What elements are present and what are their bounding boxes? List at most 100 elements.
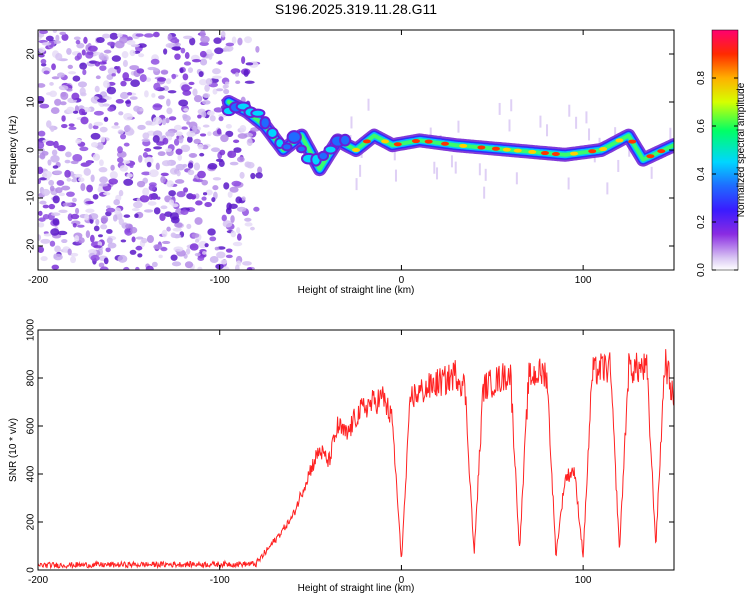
noise-speck <box>116 33 123 38</box>
noise-speck <box>200 35 210 44</box>
noise-speck <box>111 125 121 129</box>
ridge-hotspot <box>628 139 637 144</box>
noise-speck <box>148 182 157 187</box>
ridge-hotspot <box>615 138 624 143</box>
noise-speck <box>145 265 154 270</box>
colorbar-ticks: 0.0 0.2 0.4 0.6 0.8 <box>696 71 738 277</box>
noise-speck <box>166 98 171 107</box>
noise-speck <box>46 120 52 128</box>
noise-speck <box>359 164 362 177</box>
noise-speck <box>106 86 117 95</box>
noise-speck <box>144 156 154 165</box>
noise-speck <box>227 191 233 198</box>
noise-speck <box>90 142 99 148</box>
noise-speck <box>156 141 165 146</box>
noise-speck <box>99 176 108 184</box>
noise-speck <box>202 124 210 128</box>
noise-speck <box>183 187 189 193</box>
noise-speck <box>53 140 59 149</box>
noise-speck <box>350 116 353 129</box>
noise-speck <box>190 195 196 200</box>
noise-speck <box>99 126 108 133</box>
noise-speck <box>41 42 52 46</box>
noise-speck <box>102 33 111 39</box>
noise-speck <box>85 51 94 59</box>
noise-speck <box>191 59 202 63</box>
noise-speck <box>39 177 47 181</box>
noise-speck <box>135 236 144 240</box>
noise-speck <box>450 155 453 168</box>
noise-speck <box>150 58 160 65</box>
noise-speck <box>108 178 118 185</box>
noise-speck <box>84 213 90 221</box>
noise-speck <box>236 206 247 212</box>
noise-speck <box>132 201 143 209</box>
noise-speck <box>174 179 185 184</box>
ridge-hotspot <box>381 139 390 144</box>
noise-speck <box>124 124 131 132</box>
noise-speck <box>58 85 69 91</box>
noise-speck <box>189 37 196 46</box>
spectrogram-xlabel: Height of straight line (km) <box>298 285 415 296</box>
noise-speck <box>103 192 111 196</box>
noise-speck <box>221 214 227 222</box>
ridge-hotspot <box>588 149 597 154</box>
noise-speck <box>184 261 194 269</box>
noise-speck <box>40 256 48 262</box>
noise-speck <box>86 184 93 193</box>
noise-speck <box>52 195 60 204</box>
noise-speck <box>121 51 129 59</box>
noise-speck <box>212 177 222 181</box>
noise-speck <box>130 226 138 234</box>
noise-speck <box>117 146 123 154</box>
noise-speck <box>241 196 246 201</box>
noise-speck <box>142 187 150 196</box>
noise-speck <box>158 95 165 100</box>
noise-speck <box>95 75 101 80</box>
noise-speck <box>231 36 237 44</box>
noise-speck <box>178 135 184 144</box>
ridge-blob <box>317 150 330 162</box>
noise-speck <box>185 248 191 255</box>
noise-speck <box>147 201 157 206</box>
colorbar-tick-label: 0.6 <box>696 119 707 133</box>
noise-speck <box>89 234 95 243</box>
noise-speck <box>171 46 182 51</box>
noise-speck <box>107 106 115 112</box>
noise-speck <box>135 266 140 270</box>
ridge-hotspot <box>570 151 579 156</box>
noise-speck <box>207 228 216 236</box>
colorbar-tick-label: 0.2 <box>696 215 707 229</box>
noise-speck <box>170 38 180 44</box>
noise-speck <box>97 98 107 103</box>
noise-speck <box>209 256 219 264</box>
noise-speck <box>207 131 212 137</box>
x-tick-label: -200 <box>28 575 48 586</box>
noise-speck <box>131 208 140 212</box>
noise-speck <box>187 169 195 176</box>
noise-speck <box>68 126 77 130</box>
noise-speck <box>71 92 80 101</box>
noise-speck <box>201 196 207 201</box>
noise-speck <box>102 80 110 88</box>
noise-speck <box>103 257 109 265</box>
noise-speck <box>208 53 213 60</box>
noise-speck <box>45 35 54 42</box>
noise-speck <box>98 167 108 173</box>
noise-speck <box>606 182 609 195</box>
noise-speck <box>80 116 89 125</box>
noise-speck <box>38 149 43 154</box>
noise-speck <box>100 136 106 143</box>
noise-speck <box>123 178 134 186</box>
noise-speck <box>235 80 241 85</box>
noise-speck <box>160 172 169 177</box>
noise-speck <box>143 33 154 38</box>
noise-speck <box>68 71 77 75</box>
noise-speck <box>236 227 241 234</box>
noise-speck <box>213 107 224 113</box>
noise-speck <box>112 214 118 222</box>
y-tick-label: 200 <box>26 513 37 530</box>
noise-speck <box>255 172 263 179</box>
noise-speck <box>197 114 202 119</box>
y-tick-label: -10 <box>26 190 37 205</box>
